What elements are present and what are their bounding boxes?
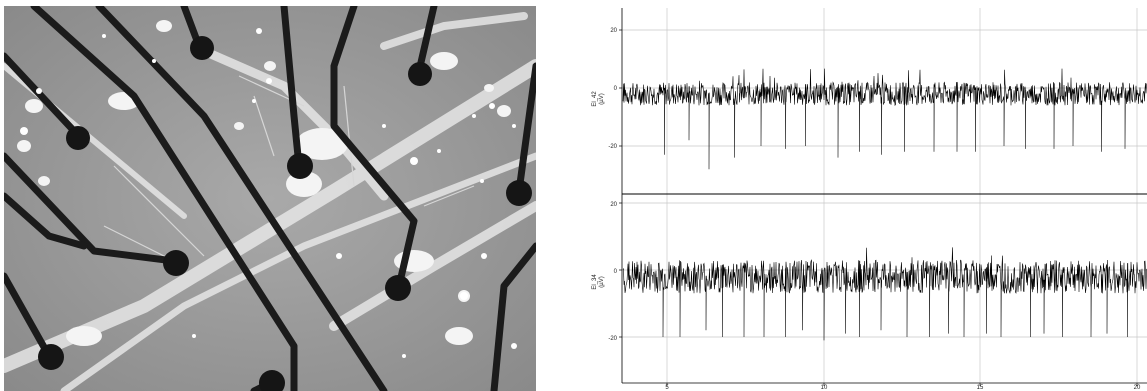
channel-panel-el-42: El_42 (µV) 20 0 -20 [592, 28, 1147, 170]
channel-unit-el-34: (µV) [599, 276, 605, 287]
ytick-el-42-20: 20 [610, 28, 617, 34]
ytick-el-34-20: 20 [610, 202, 617, 208]
plot-axes [619, 8, 1147, 386]
voltage-trace-el-42 [622, 68, 1147, 170]
ytick-el-42-0: 0 [614, 86, 618, 92]
xtick-5: 5 [665, 385, 669, 391]
ytick-el-34-0: 0 [614, 269, 618, 275]
channel-panel-el-34: El_34 (µV) 20 0 -20 [592, 202, 1147, 342]
channel-label-el-42: El_42 [592, 91, 598, 107]
extracellular-recording-plot: El_42 (µV) 20 0 -20 El_34 (µV) 20 0 -20 … [592, 8, 1147, 391]
ytick-el-34-minus20: -20 [608, 336, 617, 342]
plot-grid [622, 8, 1147, 383]
voltage-trace-el-34 [622, 247, 1147, 341]
channel-label-el-34: El_34 [592, 274, 598, 290]
xtick-10: 10 [821, 385, 828, 391]
microelectrode-array-micrograph [4, 6, 536, 391]
x-axis-ticks: 5 10 15 20 [665, 385, 1141, 391]
ytick-el-42-minus20: -20 [608, 144, 617, 150]
xtick-15: 15 [977, 385, 984, 391]
xtick-20: 20 [1134, 385, 1141, 391]
channel-unit-el-42: (µV) [599, 93, 605, 104]
